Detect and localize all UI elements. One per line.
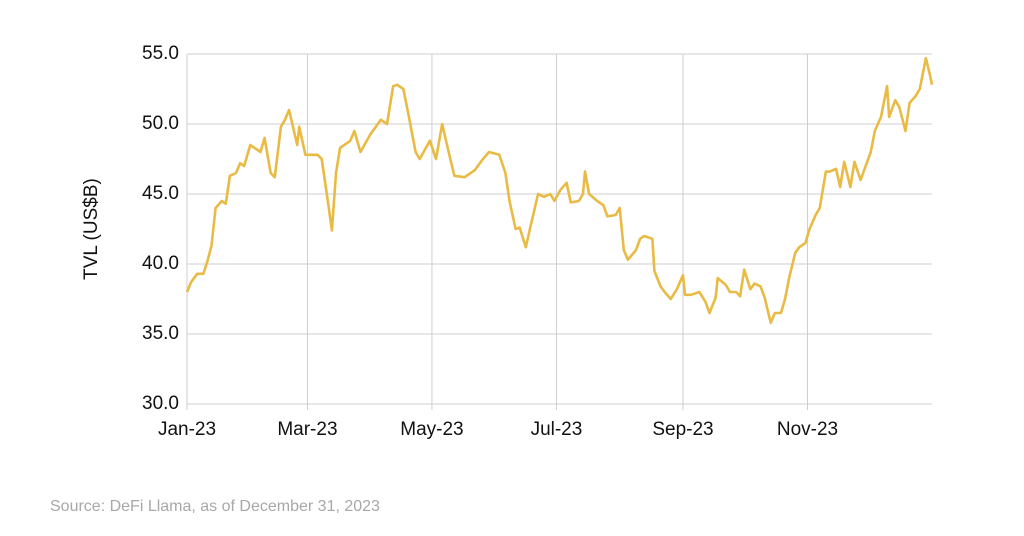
y-tick-label: 45.0 xyxy=(142,183,179,204)
x-tick-label: Mar-23 xyxy=(277,419,337,440)
source-note: Source: DeFi Llama, as of December 31, 2… xyxy=(50,498,380,515)
x-tick-label: Sep-23 xyxy=(652,419,713,440)
y-tick-label: 35.0 xyxy=(142,323,179,344)
y-tick-label: 55.0 xyxy=(142,43,179,64)
y-tick-label: 50.0 xyxy=(142,113,179,134)
x-tick-label: Nov-23 xyxy=(777,419,838,440)
tvl-line xyxy=(185,56,934,325)
x-tick-label: Jul-23 xyxy=(531,419,583,440)
x-tick-label: May-23 xyxy=(400,419,463,440)
y-tick-label: 40.0 xyxy=(142,253,179,274)
y-tick-label: 30.0 xyxy=(142,393,179,414)
y-axis-label: TVL (US$B) xyxy=(81,178,102,280)
x-tick-label: Jan-23 xyxy=(158,419,216,440)
